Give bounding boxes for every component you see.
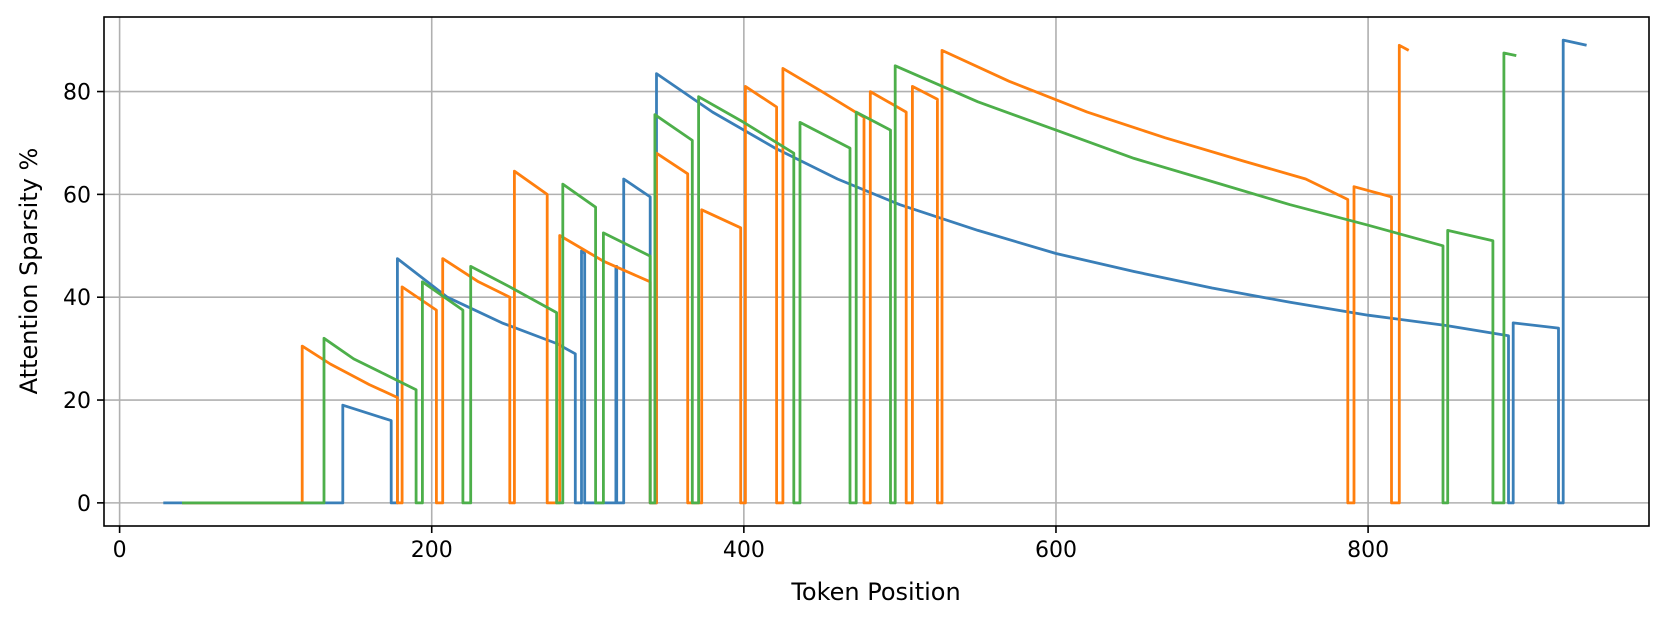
series-line-green [182,51,1517,505]
x-axis-ticks: 0 200 400 600 800 [113,526,1389,563]
y-tick-label: 20 [63,389,91,414]
y-tick-label: 40 [63,286,91,311]
x-tick-label: 800 [1347,538,1389,563]
x-tick-label: 0 [113,538,127,563]
series-layer [163,38,1587,505]
vertical-gridlines [118,17,1369,526]
series-line-orange [182,43,1410,505]
x-axis-label: Token Position [790,578,960,606]
y-axis-label: Attention Sparsity % [15,148,43,395]
plot-frame [103,16,1650,527]
x-tick-label: 600 [1035,538,1077,563]
x-tick-label: 200 [411,538,453,563]
y-tick-label: 80 [63,81,91,106]
y-axis-ticks: 0 20 40 60 80 [63,81,104,517]
y-tick-label: 60 [63,183,91,208]
x-tick-label: 400 [723,538,765,563]
y-tick-label: 0 [77,492,91,517]
